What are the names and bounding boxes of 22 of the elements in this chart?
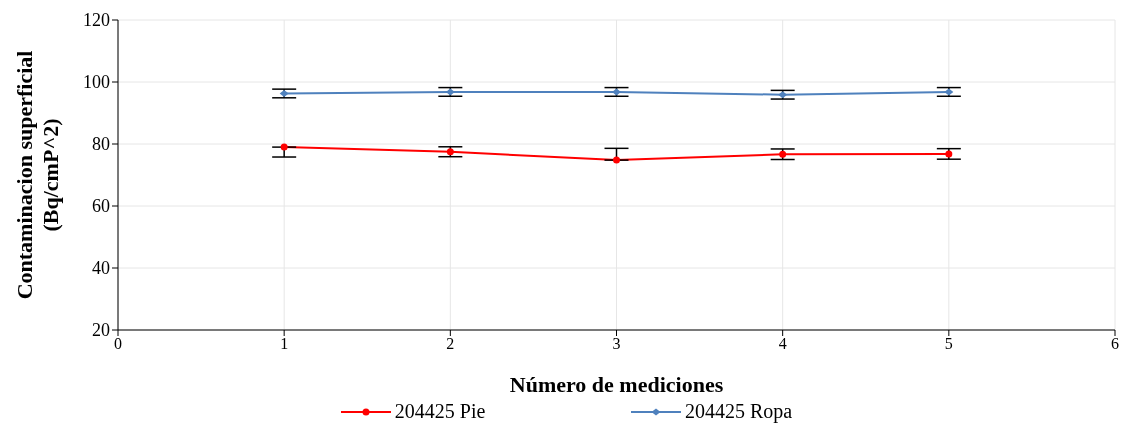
legend-label: 204425 Pie bbox=[394, 400, 486, 423]
point bbox=[944, 88, 954, 96]
y-tick-label: 80 bbox=[92, 134, 110, 155]
point bbox=[778, 91, 788, 99]
y-tick-label: 40 bbox=[92, 258, 110, 279]
x-tick-label: 0 bbox=[114, 335, 122, 353]
y-tick-label: 100 bbox=[83, 72, 110, 93]
point bbox=[279, 89, 289, 97]
x-tick-label: 4 bbox=[778, 335, 787, 353]
x-tick-label: 5 bbox=[944, 335, 953, 353]
y-tick-label: 20 bbox=[92, 320, 110, 341]
x-tick-label: 6 bbox=[1111, 335, 1119, 353]
x-tick-label: 3 bbox=[612, 335, 621, 353]
x-tick-label: 2 bbox=[446, 335, 455, 353]
point bbox=[613, 156, 620, 164]
x-tick-label: 1 bbox=[280, 335, 289, 353]
y-tick-label: 60 bbox=[92, 196, 110, 217]
y-tick-label: 120 bbox=[83, 10, 110, 31]
legend-label: 204425 Ropa bbox=[684, 400, 793, 423]
y-axis-title: Contaminacion superficial (Bq/cmP^2) bbox=[12, 50, 63, 300]
x-axis-title: Número de mediciones bbox=[509, 372, 724, 397]
point bbox=[280, 143, 288, 151]
